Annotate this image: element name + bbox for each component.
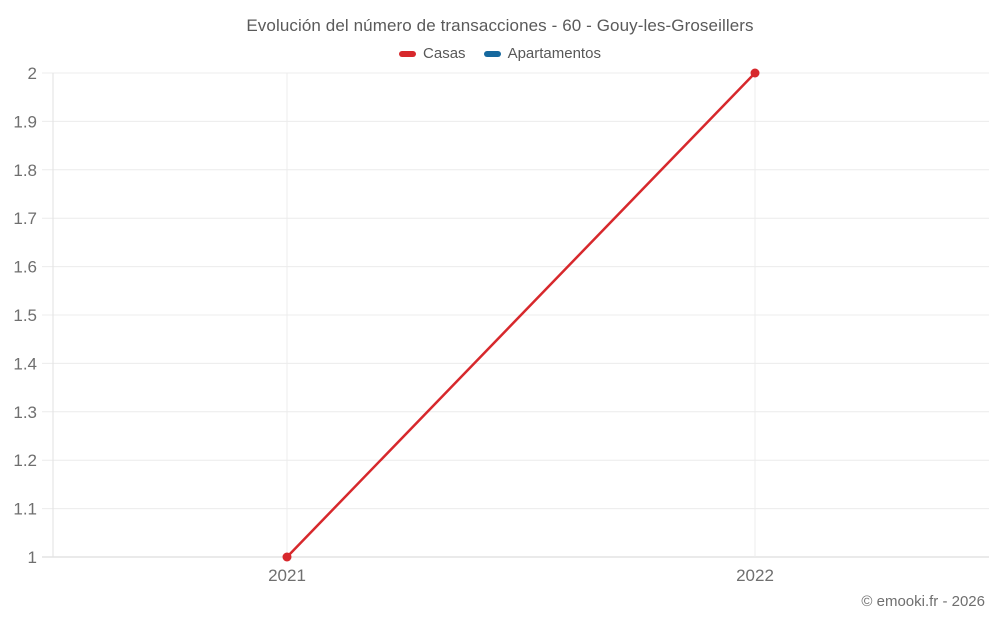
legend-item-apartamentos[interactable]: Apartamentos	[483, 45, 601, 62]
y-tick-label: 1.4	[13, 354, 37, 373]
legend-item-casas[interactable]: Casas	[399, 45, 466, 62]
casas-series-swatch	[399, 50, 417, 57]
y-tick-label: 1.5	[13, 306, 37, 325]
x-tick-label: 2022	[736, 566, 774, 585]
legend-label-apartamentos: Apartamentos	[507, 45, 601, 62]
apartamentos-series-swatch	[483, 50, 501, 57]
y-tick-label: 1.3	[13, 403, 37, 422]
y-tick-label: 1.8	[13, 161, 37, 180]
x-tick-label: 2021	[268, 566, 306, 585]
y-tick-label: 1.2	[13, 451, 37, 470]
y-tick-label: 1	[28, 548, 37, 567]
copyright: © emooki.fr - 2026	[861, 593, 985, 610]
legend: Casas Apartamentos	[0, 45, 1000, 62]
legend-label-casas: Casas	[423, 45, 466, 62]
y-tick-label: 1.1	[13, 500, 37, 519]
chart-title: Evolución del número de transacciones - …	[246, 16, 754, 35]
y-tick-label: 1.9	[13, 112, 37, 131]
y-tick-label: 1.7	[13, 209, 37, 228]
y-tick-label: 2	[28, 64, 37, 83]
series-line-casas	[286, 72, 756, 558]
y-tick-label: 1.6	[13, 258, 37, 277]
data-point[interactable]	[282, 552, 292, 562]
data-point[interactable]	[750, 68, 760, 78]
